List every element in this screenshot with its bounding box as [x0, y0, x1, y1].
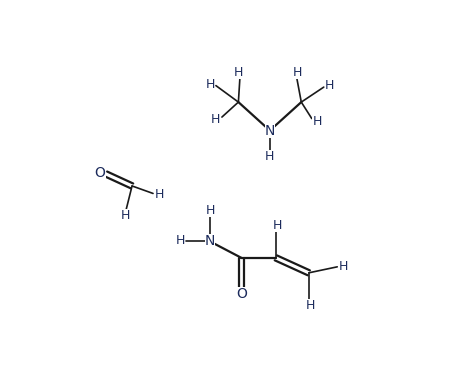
- Text: H: H: [292, 66, 302, 79]
- Text: H: H: [265, 150, 275, 163]
- Text: H: H: [273, 219, 282, 232]
- Text: O: O: [95, 166, 106, 180]
- Text: H: H: [312, 115, 322, 128]
- Text: H: H: [234, 66, 243, 79]
- Text: H: H: [211, 113, 220, 126]
- Text: N: N: [205, 235, 215, 248]
- Text: H: H: [339, 260, 349, 273]
- Text: H: H: [206, 78, 215, 91]
- Text: H: H: [175, 234, 185, 247]
- Text: H: H: [154, 188, 164, 202]
- Text: H: H: [121, 209, 130, 222]
- Text: N: N: [265, 124, 275, 138]
- Text: O: O: [236, 287, 247, 301]
- Text: H: H: [206, 204, 216, 217]
- Text: H: H: [325, 79, 334, 92]
- Text: H: H: [306, 299, 315, 312]
